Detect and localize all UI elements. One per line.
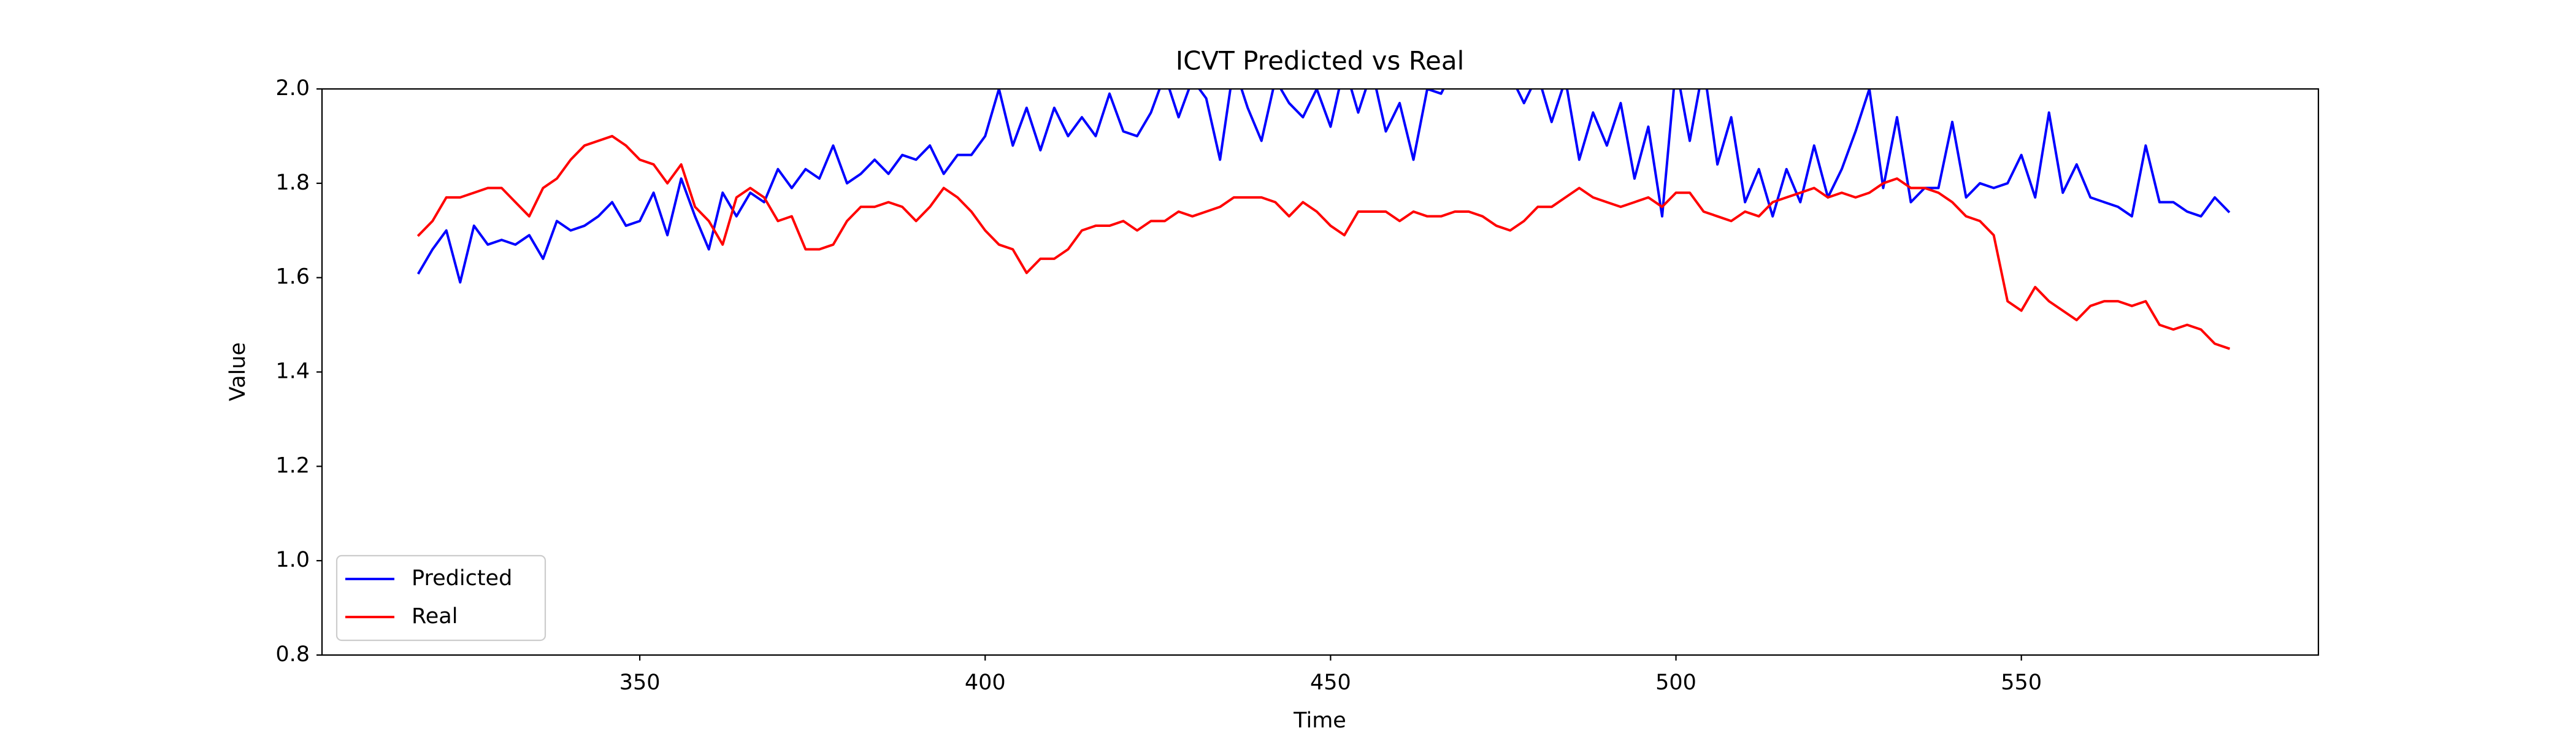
y-tick-label: 1.6 (275, 265, 310, 289)
y-tick-label: 1.8 (275, 171, 310, 195)
data-line (416, 134, 2231, 350)
x-axis-label: Time (1293, 708, 1346, 733)
y-tick-label: 2.0 (275, 76, 310, 101)
y-axis-label: Value (226, 342, 250, 401)
legend-box (335, 554, 546, 642)
x-tick-label: 550 (2001, 670, 2042, 695)
x-tick-label: 500 (1655, 670, 1696, 695)
plot-area (416, 89, 2231, 350)
legend-label: Predicted (412, 566, 512, 591)
legend-label: Real (412, 604, 458, 629)
x-tick-label: 350 (619, 670, 661, 695)
y-tick-label: 0.8 (275, 642, 310, 667)
y-tick-label: 1.2 (275, 453, 310, 478)
chart-title: ICVT Predicted vs Real (1176, 46, 1465, 76)
plot-frame (321, 88, 2320, 656)
y-tick-label: 1.0 (275, 548, 310, 572)
x-tick-label: 450 (1310, 670, 1351, 695)
y-tick-label: 1.4 (275, 359, 310, 384)
x-tick-label: 400 (965, 670, 1006, 695)
